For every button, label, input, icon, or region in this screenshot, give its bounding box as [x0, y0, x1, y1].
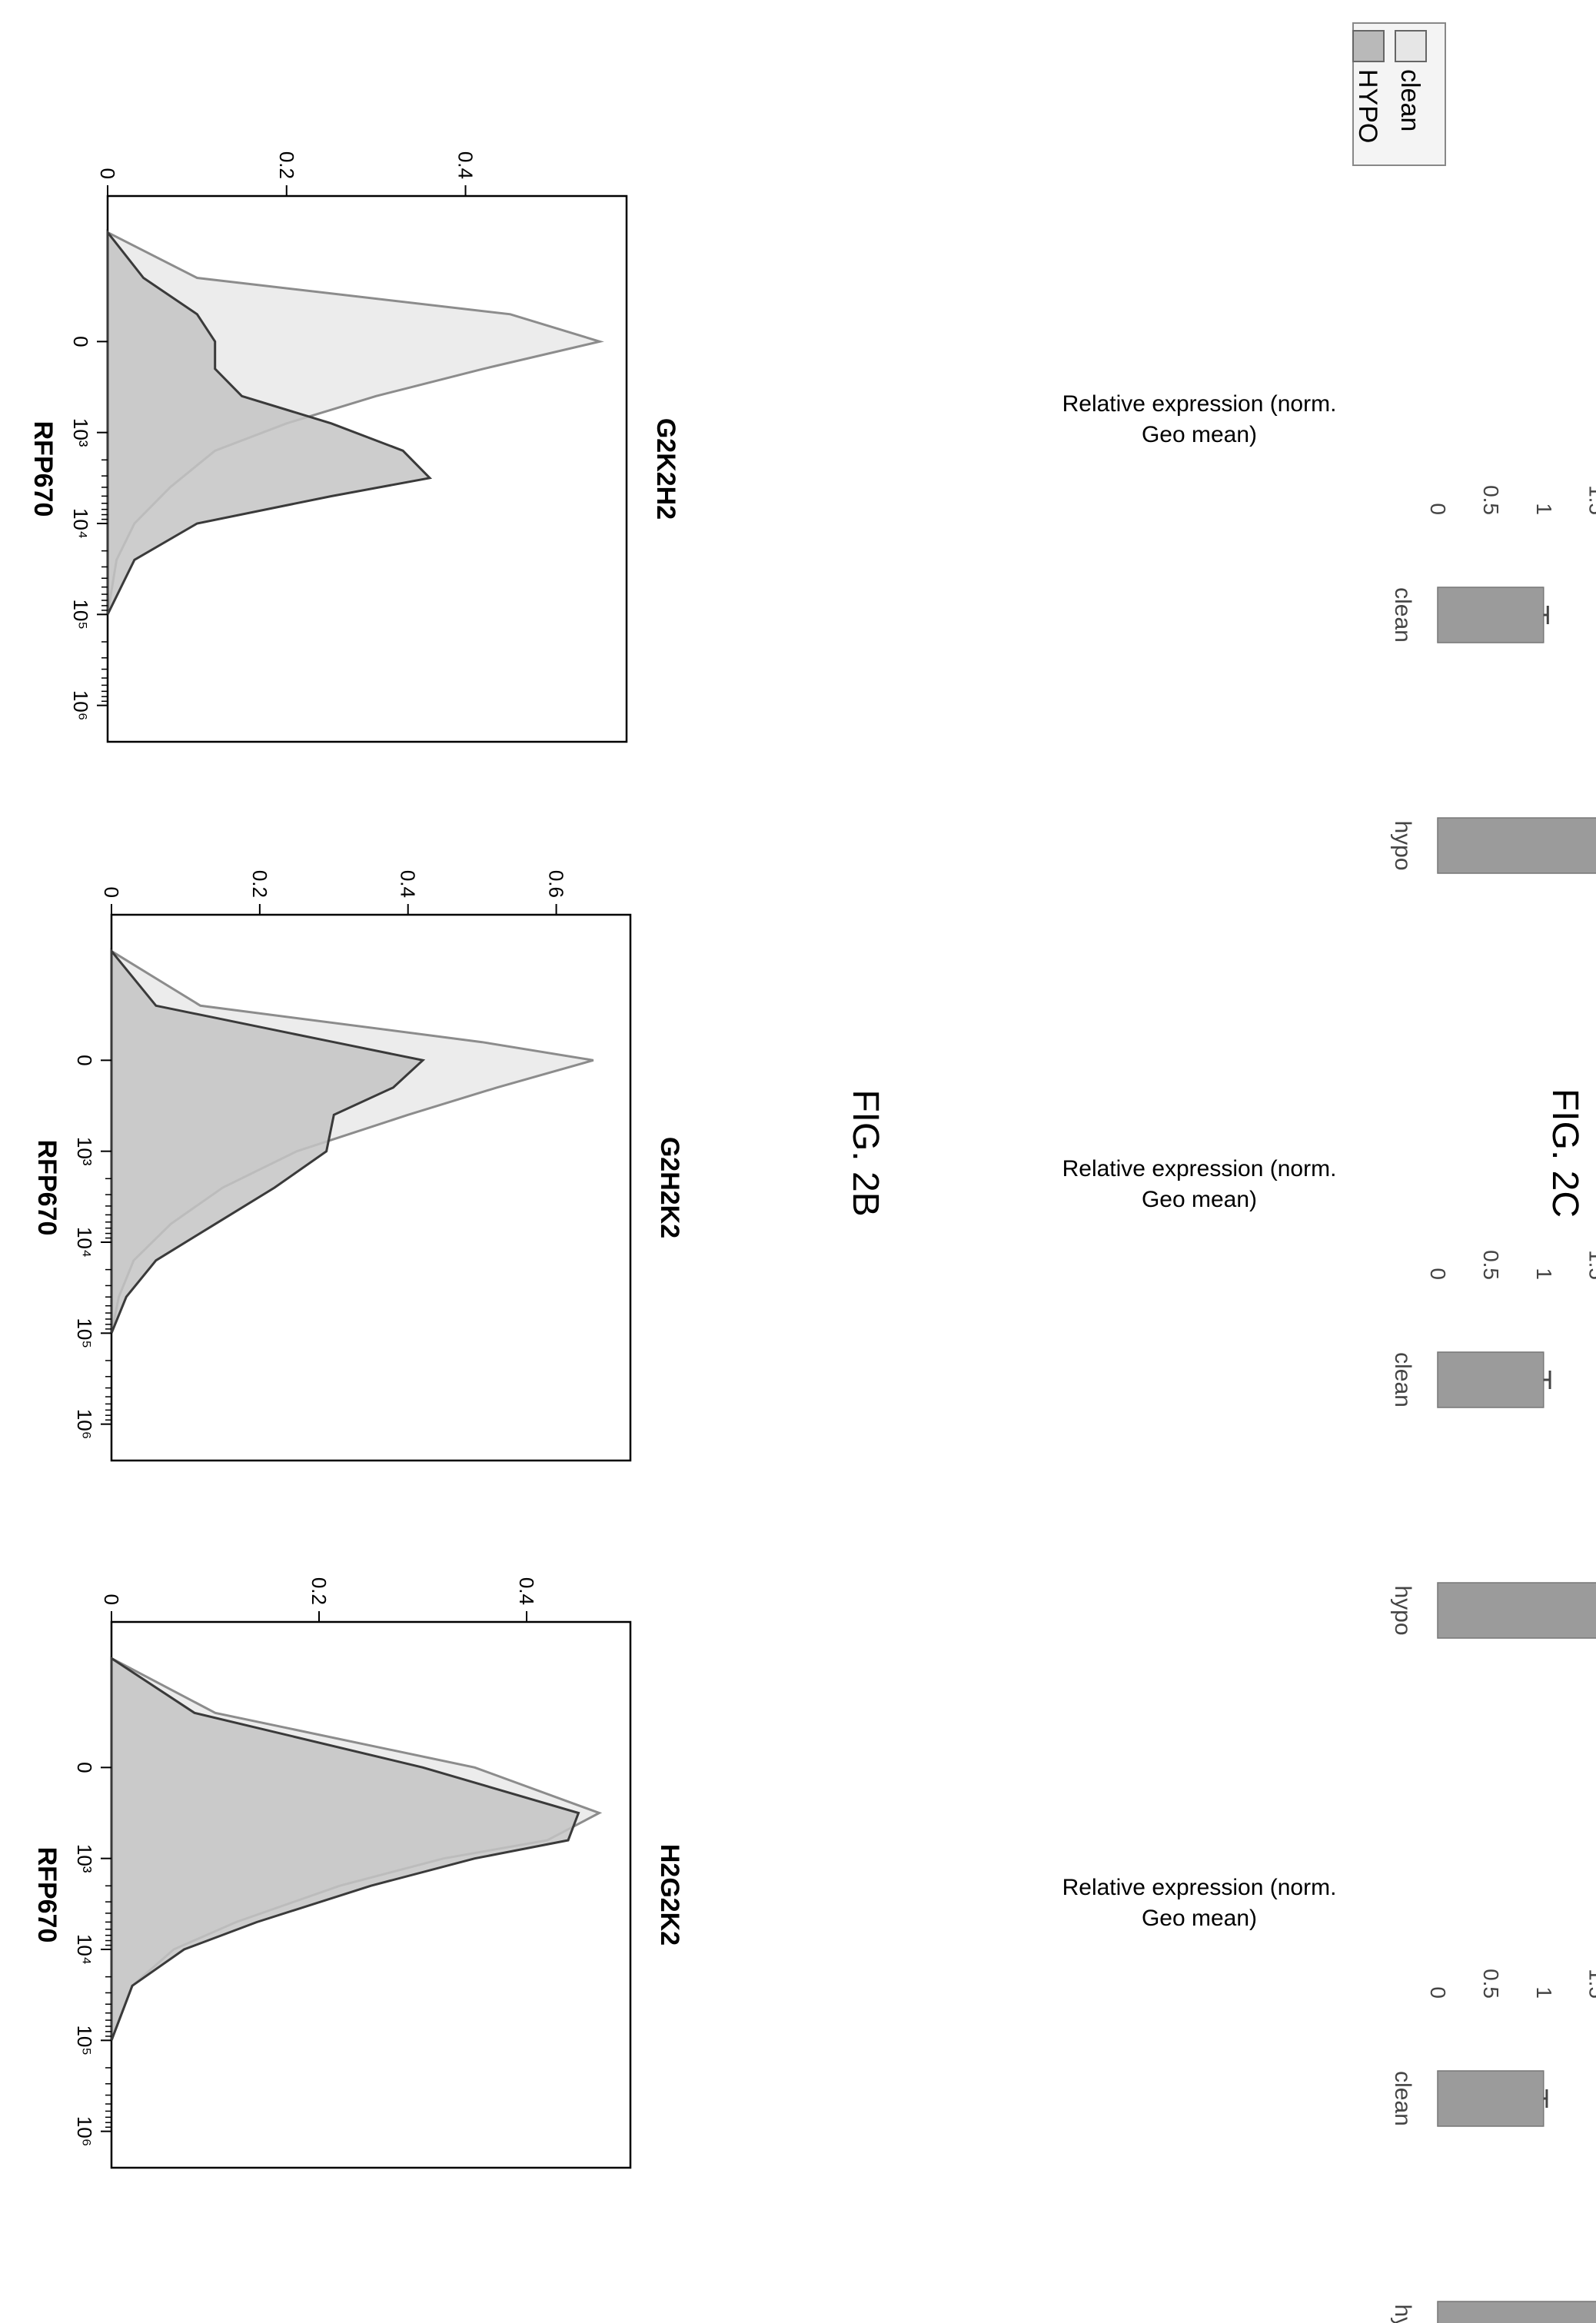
figure-label-2b: FIG. 2B — [845, 1089, 886, 1216]
chart-title: G2K2H2 — [651, 418, 680, 520]
chart-title: H2G2K2 — [655, 1844, 684, 1946]
category-label: clean — [1390, 2071, 1415, 2126]
x-tick-label: 0 — [73, 1762, 96, 1773]
x-tick-label: 10⁵ — [73, 1318, 96, 1348]
y-axis-label: Relative expression (norm. — [1062, 391, 1337, 417]
x-axis-label: RFP670 — [28, 421, 58, 517]
bar — [1437, 587, 1544, 643]
legend-box: clean HYPO — [1352, 22, 1446, 166]
x-tick-label: 10³ — [73, 1844, 96, 1873]
chart-title: G2H2K2 — [655, 1137, 684, 1238]
y-tick-label: 0.4 — [397, 870, 420, 898]
x-tick-label: 10⁴ — [73, 1227, 96, 1258]
y-tick-label: 0 — [1426, 1268, 1450, 1280]
category-label: hypo — [1390, 2304, 1415, 2323]
y-tick-label: 0.4 — [515, 1577, 538, 1605]
category-label: hypo — [1390, 1585, 1415, 1635]
y-tick-label: 1 — [1532, 1986, 1556, 1999]
category-label: clean — [1390, 587, 1415, 643]
y-tick-label: 0.5 — [1479, 485, 1503, 515]
y-tick-label: 0.4 — [454, 151, 477, 179]
bar — [1437, 1582, 1596, 1639]
legend-label: HYPO — [1353, 69, 1382, 143]
y-tick-label: 1 — [1532, 1268, 1556, 1280]
x-tick-label: 10⁶ — [73, 2116, 96, 2147]
figure-labels: FIG. 2B FIG. 2C — [845, 1088, 1585, 1218]
bar — [1437, 2301, 1596, 2323]
legend-label: clean — [1395, 69, 1425, 131]
x-tick-label: 10³ — [69, 418, 92, 447]
bar — [1437, 817, 1596, 874]
y-tick-label: 1.5 — [1585, 1969, 1596, 1999]
x-axis-label: RFP670 — [32, 1140, 62, 1236]
category-label: clean — [1390, 1352, 1415, 1407]
x-axis-label: RFP670 — [32, 1847, 62, 1943]
y-tick-label: 0.5 — [1479, 1969, 1503, 1999]
figure-label-2c: FIG. 2C — [1544, 1088, 1585, 1218]
x-tick-label: 0 — [69, 336, 92, 347]
x-tick-label: 10⁴ — [69, 508, 92, 539]
y-tick-label: 0 — [96, 168, 119, 179]
y-tick-label: 1.5 — [1585, 485, 1596, 515]
y-tick-label: 0.2 — [248, 870, 271, 898]
x-tick-label: 10⁶ — [73, 1409, 96, 1440]
histogram-area — [106, 228, 433, 615]
y-axis-label: Relative expression (norm. — [1062, 1875, 1337, 1900]
y-tick-label: 0 — [100, 887, 123, 898]
y-tick-label: 0.6 — [545, 870, 568, 898]
y-tick-label: 0.2 — [308, 1577, 331, 1605]
x-tick-label: 10⁵ — [69, 599, 92, 630]
x-tick-label: 10⁶ — [69, 690, 92, 721]
y-tick-label: 0 — [100, 1594, 123, 1605]
x-tick-label: 10³ — [73, 1137, 96, 1166]
histogram-area — [110, 948, 426, 1334]
y-tick-label: 0.5 — [1479, 1250, 1503, 1280]
x-tick-label: 0 — [73, 1055, 96, 1065]
y-tick-label: 0.2 — [275, 151, 298, 179]
y-axis-label-line2: Geo mean) — [1142, 422, 1257, 447]
category-label: hypo — [1390, 820, 1415, 870]
legend-swatch — [1395, 30, 1427, 62]
legend: clean HYPO — [1352, 22, 1446, 166]
y-tick-label: 0 — [1426, 503, 1450, 515]
histogram-area — [110, 1656, 580, 2041]
y-tick-label: 1 — [1532, 503, 1556, 515]
y-tick-label: 1.5 — [1585, 1250, 1596, 1280]
y-axis-label-line2: Geo mean) — [1142, 1906, 1257, 1931]
bar — [1437, 1351, 1544, 1408]
x-tick-label: 10⁵ — [73, 2025, 96, 2055]
x-tick-label: 10⁴ — [73, 1934, 96, 1965]
legend-swatch — [1352, 30, 1385, 62]
y-axis-label-line2: Geo mean) — [1142, 1187, 1257, 1212]
y-axis-label: Relative expression (norm. — [1062, 1156, 1337, 1181]
histogram-panel: 010³10⁴10⁵10⁶00.20.40.6G2H2K2RFP670%Gate… — [32, 870, 684, 1462]
y-tick-label: 0 — [1426, 1986, 1450, 1999]
bar — [1437, 2070, 1544, 2127]
histogram-panels: 010³10⁴10⁵10⁶00.20.4H2G2K2RFP670%Gated01… — [28, 151, 684, 2169]
